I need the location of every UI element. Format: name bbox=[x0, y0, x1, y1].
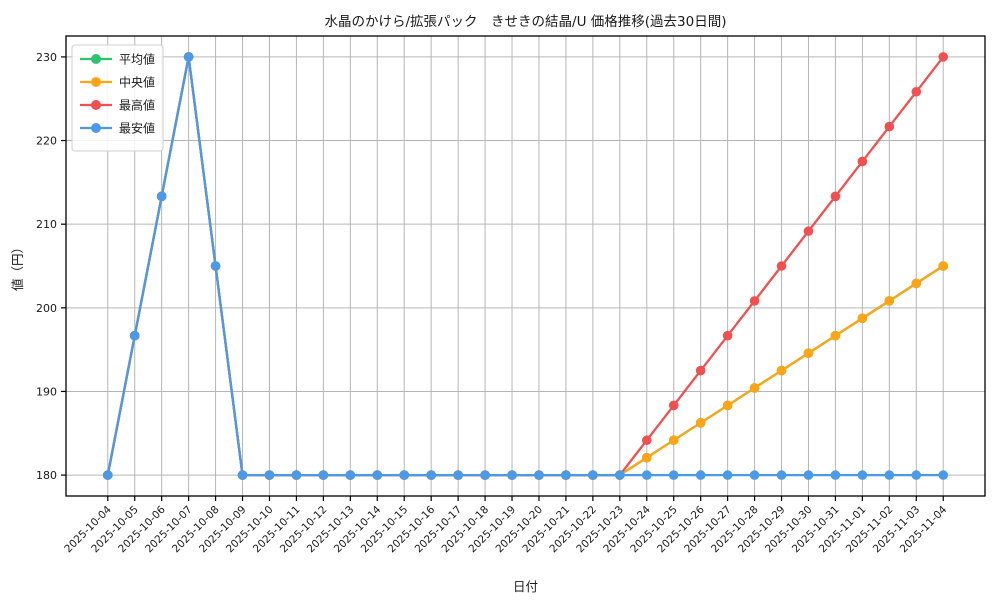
data-point bbox=[129, 330, 140, 341]
y-axis-label: 値（円） bbox=[10, 241, 25, 291]
legend-label: 平均値 bbox=[119, 52, 155, 67]
data-point bbox=[668, 400, 679, 411]
data-point bbox=[884, 470, 895, 480]
y-tick-label: 230 bbox=[36, 51, 57, 64]
series-最安値 bbox=[102, 52, 949, 480]
data-point bbox=[426, 470, 436, 480]
data-point bbox=[884, 121, 895, 132]
data-point bbox=[641, 435, 652, 446]
data-point bbox=[722, 400, 733, 411]
data-point bbox=[291, 470, 302, 480]
legend-item-平均値: 平均値 bbox=[80, 52, 155, 67]
legend-label: 中央値 bbox=[119, 75, 155, 90]
chart-title: 水晶のかけら/拡張パック きせきの結晶/U 価格推移(過去30日間) bbox=[325, 14, 727, 30]
data-point bbox=[830, 330, 841, 341]
data-point bbox=[803, 348, 814, 358]
data-point bbox=[534, 470, 544, 480]
data-point bbox=[695, 470, 706, 480]
data-point bbox=[911, 278, 922, 289]
data-point bbox=[237, 470, 248, 480]
legend-marker bbox=[91, 123, 101, 133]
data-point bbox=[507, 470, 517, 480]
data-point bbox=[102, 470, 113, 480]
data-point bbox=[749, 470, 760, 480]
data-point bbox=[857, 313, 868, 324]
data-point bbox=[749, 296, 760, 306]
data-point bbox=[938, 470, 949, 480]
y-tick-label: 190 bbox=[36, 385, 57, 398]
data-point bbox=[588, 470, 598, 480]
data-point bbox=[803, 470, 814, 480]
y-tick-label: 180 bbox=[36, 469, 57, 482]
data-point bbox=[938, 52, 949, 62]
plot-border bbox=[65, 35, 986, 497]
legend-marker bbox=[91, 54, 101, 64]
data-point bbox=[776, 261, 787, 271]
data-point bbox=[641, 470, 652, 480]
data-point bbox=[210, 261, 221, 271]
data-point bbox=[830, 191, 841, 202]
legend-label: 最高値 bbox=[119, 98, 155, 113]
legend-item-最安値: 最安値 bbox=[80, 121, 155, 136]
data-point bbox=[453, 470, 463, 480]
data-point bbox=[615, 470, 625, 480]
data-point bbox=[695, 365, 706, 376]
data-point bbox=[264, 470, 275, 480]
data-point bbox=[776, 470, 787, 480]
data-point bbox=[938, 261, 949, 271]
legend-marker bbox=[91, 77, 101, 87]
x-axis-label: 日付 bbox=[513, 579, 538, 594]
data-point bbox=[183, 52, 194, 62]
data-point bbox=[641, 452, 652, 463]
data-point bbox=[857, 470, 868, 480]
y-tick-label: 220 bbox=[36, 135, 57, 148]
data-point bbox=[399, 470, 410, 480]
series-lines bbox=[102, 52, 949, 480]
data-point bbox=[830, 470, 841, 480]
data-point bbox=[911, 470, 922, 480]
legend-marker bbox=[91, 100, 101, 110]
data-point bbox=[749, 383, 760, 393]
data-point bbox=[722, 330, 733, 341]
data-point bbox=[668, 435, 679, 446]
data-point bbox=[911, 86, 922, 97]
data-point bbox=[668, 470, 679, 480]
data-point bbox=[884, 296, 895, 306]
legend-item-中央値: 中央値 bbox=[80, 75, 155, 90]
data-point bbox=[480, 470, 490, 480]
data-point bbox=[318, 470, 329, 480]
y-tick-label: 210 bbox=[36, 218, 57, 231]
data-point bbox=[345, 470, 356, 480]
y-tick-label: 200 bbox=[36, 302, 57, 315]
data-point bbox=[803, 226, 814, 236]
legend-item-最高値: 最高値 bbox=[80, 98, 155, 113]
data-point bbox=[156, 191, 167, 202]
data-point bbox=[695, 418, 706, 428]
data-point bbox=[561, 470, 571, 480]
legend-label: 最安値 bbox=[119, 121, 155, 136]
data-point bbox=[372, 470, 383, 480]
data-point bbox=[722, 470, 733, 480]
data-point bbox=[857, 156, 868, 167]
data-point bbox=[776, 365, 787, 376]
